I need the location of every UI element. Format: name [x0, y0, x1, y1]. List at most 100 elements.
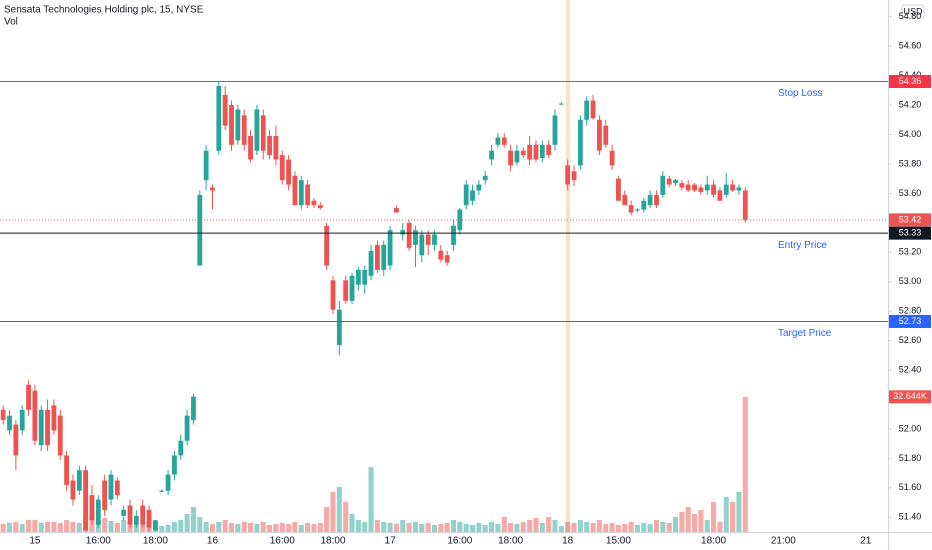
candle-body	[476, 184, 482, 191]
volume-bar	[660, 521, 666, 532]
candle-body	[584, 100, 590, 120]
x-tick-label: 18	[562, 536, 574, 547]
volume-tag-label: 32.644K	[893, 391, 927, 401]
volume-bar	[0, 523, 6, 532]
volume-bar	[76, 522, 82, 532]
volume-bar	[19, 523, 25, 532]
volume-bar	[235, 523, 241, 532]
volume-legend: Vol	[4, 17, 18, 28]
volume-bar	[692, 513, 698, 532]
volume-bar	[178, 519, 184, 532]
candle-body	[133, 515, 139, 525]
volume-bar	[355, 519, 361, 532]
volume-bar	[679, 511, 685, 532]
price-tag-label: 53.33	[899, 228, 922, 238]
volume-bar	[387, 522, 393, 532]
volume-bar	[634, 525, 640, 532]
volume-bar	[64, 519, 70, 532]
volume-bar	[324, 506, 330, 532]
candle-body	[558, 103, 564, 105]
volume-bar	[571, 522, 577, 532]
volume-bar	[476, 522, 482, 532]
candle-body	[121, 509, 127, 516]
y-tick-label: 51.80	[899, 453, 922, 463]
candle-body	[742, 190, 748, 220]
y-tick-label: 51.40	[899, 512, 922, 522]
volume-bar	[260, 521, 266, 532]
price-tag-label: 54.36	[899, 76, 922, 86]
volume-bar	[615, 525, 621, 532]
candle-body	[406, 222, 412, 248]
volume-bar	[520, 521, 526, 532]
volume-bar	[133, 523, 139, 532]
volume-bar	[102, 517, 108, 532]
candle-body	[413, 230, 418, 245]
x-tick-label: 21	[860, 536, 872, 547]
y-tick-label: 54.20	[899, 99, 922, 109]
candle-body	[26, 384, 31, 410]
volume-bar	[209, 523, 216, 532]
candle-body	[444, 255, 450, 263]
y-tick-label: 54.60	[899, 41, 922, 51]
candle-body	[539, 144, 545, 159]
candle-body	[622, 194, 628, 206]
volume-bar	[444, 522, 450, 532]
candle-body	[292, 175, 298, 206]
volume-bar	[108, 520, 114, 532]
volume-bar	[241, 521, 247, 532]
x-tick-label: 16:00	[86, 536, 111, 547]
volume-bar	[552, 519, 558, 532]
candle-body	[38, 409, 44, 446]
volume-bar	[425, 522, 431, 532]
candle-body	[317, 205, 323, 209]
price-tag-label: 52.73	[899, 316, 922, 326]
candle-body	[83, 470, 89, 531]
y-tick-label: 52.00	[899, 423, 922, 433]
volume-bar	[514, 523, 520, 532]
volume-bar	[501, 516, 507, 532]
candle-body	[628, 205, 634, 213]
x-tick-label: 16:00	[447, 536, 472, 547]
volume-bar	[57, 522, 63, 532]
x-tick-label: 17	[385, 536, 397, 547]
chart-title: Sensata Technologies Holding plc, 15, NY…	[4, 5, 204, 16]
volume-bar	[279, 522, 285, 532]
volume-bar	[558, 525, 564, 532]
candle-body	[152, 520, 158, 531]
volume-bar	[267, 525, 273, 532]
volume-bar	[730, 501, 736, 532]
candle-body	[603, 125, 609, 145]
candle-body	[267, 135, 272, 156]
level-label: Target Price	[778, 328, 832, 339]
candle-body	[330, 280, 336, 310]
candle-body	[0, 409, 6, 421]
candle-body	[70, 480, 76, 500]
volume-bar	[647, 523, 653, 532]
y-tick-label: 53.60	[899, 188, 922, 198]
volume-bar	[666, 522, 672, 532]
volume-bar	[32, 519, 38, 532]
volume-bar	[400, 519, 406, 532]
candle-body	[400, 230, 406, 235]
currency-label[interactable]: USD	[903, 6, 923, 16]
volume-bar	[273, 523, 279, 532]
volume-bar	[596, 519, 602, 532]
level-label: Entry Price	[778, 240, 827, 251]
currency-box[interactable]	[901, 4, 925, 19]
volume-bar	[590, 522, 596, 532]
volume-bar	[298, 525, 304, 532]
volume-bar	[222, 519, 228, 532]
volume-bar	[190, 506, 196, 532]
volume-bar	[565, 521, 571, 532]
y-tick-label: 54.80	[899, 11, 922, 21]
candle-body	[279, 155, 285, 181]
candle-body	[609, 150, 615, 166]
price-tag	[889, 213, 931, 227]
volume-bar	[165, 525, 171, 532]
volume-bar	[698, 509, 704, 532]
candle-body	[533, 144, 539, 160]
volume-bar	[374, 519, 380, 532]
candle-body	[298, 180, 304, 206]
volume-bar	[51, 521, 57, 532]
candle-body	[140, 505, 146, 525]
